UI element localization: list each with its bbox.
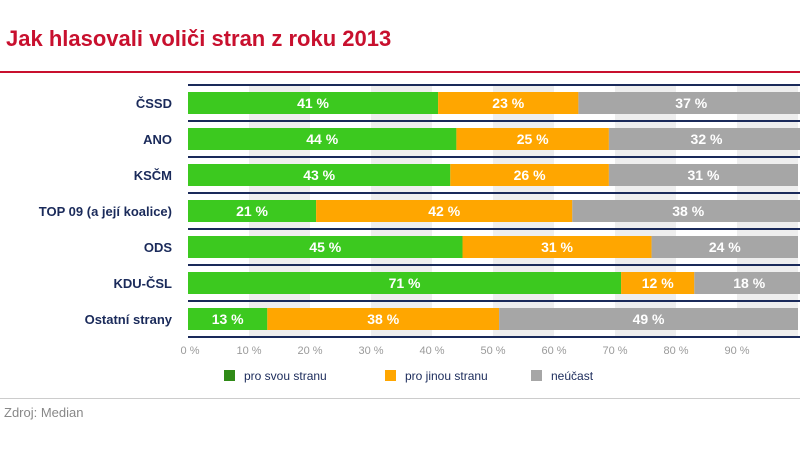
bar-value-label: 44 % bbox=[306, 131, 338, 147]
bars bbox=[188, 92, 800, 330]
bar-value-label: 41 % bbox=[297, 95, 329, 111]
bar-segment bbox=[608, 164, 798, 186]
bar-value-label: 13 % bbox=[212, 311, 244, 327]
bar-segment bbox=[651, 236, 798, 258]
legend-label: pro jinou stranu bbox=[405, 369, 488, 383]
bar-segment bbox=[188, 272, 622, 294]
bar-value-label: 18 % bbox=[733, 275, 765, 291]
bar-segment bbox=[188, 92, 439, 114]
legend-swatch bbox=[531, 370, 542, 381]
x-tick-label: 60 % bbox=[541, 345, 566, 357]
footer-divider bbox=[0, 398, 800, 399]
bar-segment bbox=[621, 272, 695, 294]
bar-segment bbox=[188, 236, 463, 258]
legend: pro svou stranu pro jinou stranu neúčast bbox=[224, 369, 594, 383]
bar-value-label: 45 % bbox=[309, 239, 341, 255]
bar-value-label: 38 % bbox=[672, 203, 704, 219]
bar-value-label: 43 % bbox=[303, 167, 335, 183]
bar-value-label: 38 % bbox=[367, 311, 399, 327]
x-tick-label: 80 % bbox=[663, 345, 688, 357]
bar-value-label: 31 % bbox=[541, 239, 573, 255]
bar-segment bbox=[462, 236, 652, 258]
x-tick-label: 30 % bbox=[358, 345, 383, 357]
x-tick-label: 90 % bbox=[724, 345, 749, 357]
bar-value-label: 49 % bbox=[633, 311, 665, 327]
x-tick-label: 40 % bbox=[419, 345, 444, 357]
bar-value-label: 12 % bbox=[642, 275, 674, 291]
x-axis-ticks: 0 % 10 % 20 % 30 % 40 % 50 % 60 % 70 % 80 % 90 % bbox=[181, 345, 750, 357]
bar-segment bbox=[188, 164, 451, 186]
bar-value-labels: 41 % 23 % 37 % 44 % 25 % 32 % 43 % 26 % 31 % 21 %… bbox=[212, 95, 766, 327]
bar-value-label: 31 % bbox=[687, 167, 719, 183]
bar-value-label: 37 % bbox=[675, 95, 707, 111]
category-label: ANO bbox=[143, 132, 172, 147]
bar-segment bbox=[438, 92, 579, 114]
category-label: Ostatní strany bbox=[85, 312, 173, 327]
bar-value-label: 21 % bbox=[236, 203, 268, 219]
legend-swatch bbox=[385, 370, 396, 381]
legend-swatch bbox=[224, 370, 235, 381]
bar-segment bbox=[578, 92, 800, 114]
category-labels: ČSSD ANO KSČM TOP 09 (a její koalice) ODS KDU… bbox=[39, 96, 173, 327]
category-label: KSČM bbox=[134, 168, 172, 183]
bar-segment bbox=[572, 200, 800, 222]
bar-segment bbox=[450, 164, 609, 186]
stacked-bar-chart: ČSSD ANO KSČM TOP 09 (a její koalice) ODS KDU… bbox=[39, 84, 800, 383]
category-label: TOP 09 (a její koalice) bbox=[39, 204, 172, 219]
bar-value-label: 71 % bbox=[389, 275, 421, 291]
x-tick-label: 50 % bbox=[480, 345, 505, 357]
x-tick-label: 10 % bbox=[236, 345, 261, 357]
title-divider bbox=[0, 71, 800, 73]
legend-label: neúčast bbox=[551, 369, 594, 383]
bar-value-label: 26 % bbox=[514, 167, 546, 183]
x-tick-label: 20 % bbox=[297, 345, 322, 357]
chart-title: Jak hlasovali voliči stran z roku 2013 bbox=[6, 26, 392, 51]
bar-segment bbox=[267, 308, 500, 330]
bar-segment bbox=[499, 308, 798, 330]
bar-segment bbox=[608, 128, 800, 150]
category-label: ČSSD bbox=[136, 96, 172, 111]
x-tick-label: 0 % bbox=[181, 345, 200, 357]
bar-value-label: 42 % bbox=[428, 203, 460, 219]
category-label: ODS bbox=[144, 240, 173, 255]
bar-value-label: 23 % bbox=[492, 95, 524, 111]
bar-segment bbox=[456, 128, 609, 150]
source-note: Zdroj: Median bbox=[4, 405, 84, 420]
bar-value-label: 32 % bbox=[691, 131, 723, 147]
bar-segment bbox=[316, 200, 573, 222]
bar-segment bbox=[188, 200, 317, 222]
x-tick-label: 70 % bbox=[602, 345, 627, 357]
bar-segment bbox=[188, 128, 457, 150]
bar-value-label: 24 % bbox=[709, 239, 741, 255]
bar-segment bbox=[188, 308, 268, 330]
category-label: KDU-ČSL bbox=[114, 276, 173, 291]
bar-value-label: 25 % bbox=[517, 131, 549, 147]
legend-label: pro svou stranu bbox=[244, 369, 327, 383]
bar-segment bbox=[694, 272, 800, 294]
